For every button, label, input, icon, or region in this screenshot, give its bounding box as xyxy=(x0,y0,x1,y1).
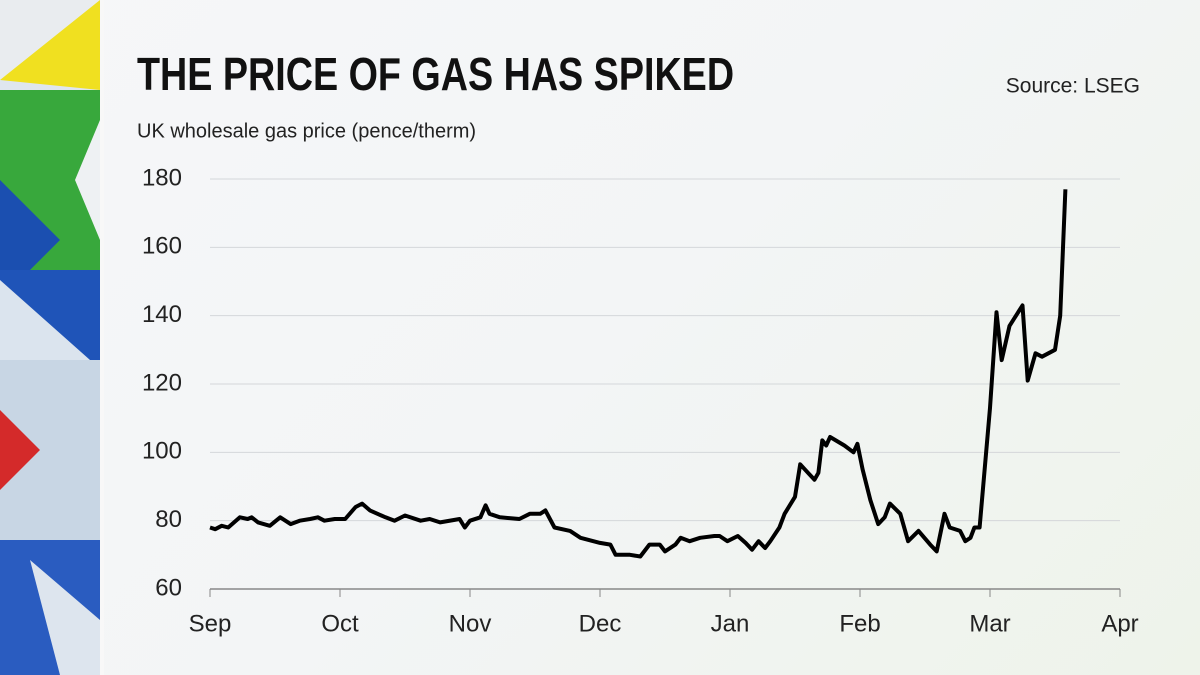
y-tick-label: 100 xyxy=(142,438,182,465)
x-tick-label: Mar xyxy=(969,610,1010,637)
y-tick-label: 60 xyxy=(155,574,182,601)
x-tick-label: Apr xyxy=(1101,610,1138,637)
source: Source: LSEG xyxy=(1006,75,1140,98)
x-tick-label: Jan xyxy=(711,610,750,637)
y-tick-label: 120 xyxy=(142,369,182,396)
subtitle: UK wholesale gas price (pence/therm) xyxy=(137,120,476,142)
decoration xyxy=(0,0,104,675)
y-tick-label: 180 xyxy=(142,164,182,191)
x-tick-label: Feb xyxy=(839,610,880,637)
x-tick-label: Sep xyxy=(189,610,232,637)
y-tick-label: 160 xyxy=(142,233,182,260)
price-line xyxy=(209,189,1068,559)
x-tick-label: Nov xyxy=(449,610,492,637)
y-tick-label: 80 xyxy=(155,506,182,533)
y-tick-label: 140 xyxy=(142,301,182,328)
x-tick-label: Dec xyxy=(579,610,622,637)
chart-title: THE PRICE OF GAS HAS SPIKED xyxy=(137,49,734,100)
x-tick-label: Oct xyxy=(321,610,359,637)
